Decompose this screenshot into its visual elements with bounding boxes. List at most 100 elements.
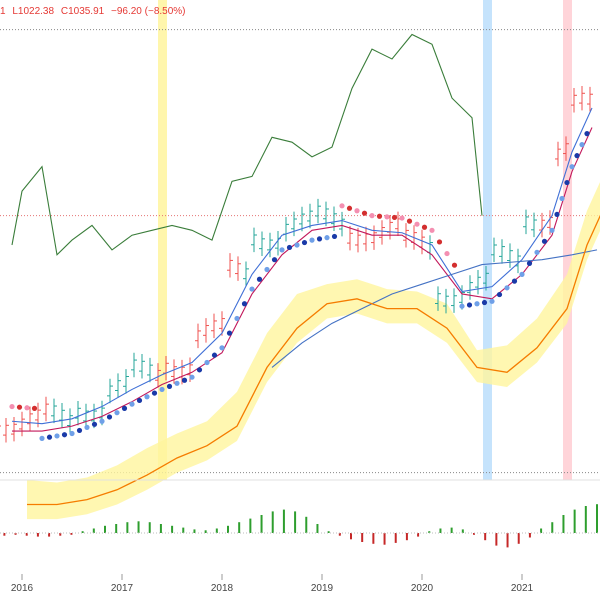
psar-dot bbox=[181, 377, 188, 383]
psar-dot bbox=[99, 418, 105, 424]
psar-dot bbox=[39, 435, 45, 441]
psar-dot bbox=[69, 430, 75, 437]
psar-dot bbox=[189, 374, 195, 380]
psar-dot bbox=[451, 262, 458, 268]
psar-dot bbox=[504, 285, 510, 291]
psar-dot bbox=[129, 401, 135, 407]
psar-dot bbox=[46, 434, 53, 440]
psar-dot bbox=[511, 278, 518, 284]
psar-dot bbox=[414, 221, 420, 227]
line-lagging bbox=[11, 33, 483, 256]
psar-dot bbox=[391, 214, 398, 221]
psar-dot bbox=[459, 303, 465, 309]
psar-dot bbox=[196, 367, 203, 373]
psar-dot bbox=[569, 164, 575, 170]
macd-histogram bbox=[3, 504, 598, 548]
highlight-band-yellow bbox=[158, 0, 167, 480]
legend-close: C1035.91 bbox=[60, 6, 105, 17]
psar-dot bbox=[204, 359, 210, 366]
cloud-area bbox=[27, 182, 600, 520]
psar-dot bbox=[384, 214, 390, 220]
psar-dot bbox=[84, 424, 90, 430]
psar-dot bbox=[399, 215, 405, 221]
ichimoku-cloud bbox=[27, 182, 600, 520]
psar-dot bbox=[271, 257, 278, 263]
psar-dot bbox=[361, 210, 368, 216]
psar-dot bbox=[121, 405, 128, 411]
psar-dot bbox=[346, 205, 353, 211]
x-tick-label: 2021 bbox=[511, 583, 534, 594]
psar-dot bbox=[519, 271, 525, 277]
psar-dot bbox=[496, 291, 503, 298]
psar-dot bbox=[151, 390, 158, 396]
psar-dot bbox=[174, 380, 180, 386]
psar-dot bbox=[226, 330, 233, 336]
highlight-band-blue bbox=[483, 0, 492, 480]
psar-dot bbox=[9, 403, 15, 410]
psar-dot bbox=[564, 179, 570, 186]
highlight-band-red bbox=[563, 0, 572, 480]
psar-dot bbox=[76, 427, 83, 434]
psar-dot bbox=[584, 131, 590, 137]
psar-dot bbox=[61, 432, 68, 438]
psar-dot bbox=[309, 237, 315, 243]
psar-dot bbox=[534, 249, 540, 255]
psar-dot bbox=[331, 233, 338, 240]
psar-dot bbox=[106, 414, 113, 420]
psar-dot bbox=[376, 213, 383, 219]
psar-dot bbox=[549, 227, 555, 233]
psar-dot bbox=[559, 195, 565, 202]
psar-dot bbox=[54, 433, 60, 439]
legend-low: L1022.38 bbox=[12, 6, 55, 17]
psar-dot bbox=[211, 352, 218, 358]
x-tick-label: 2016 bbox=[11, 583, 34, 594]
psar-dot bbox=[159, 386, 165, 393]
psar-dot bbox=[249, 286, 255, 292]
line-base bbox=[12, 127, 593, 432]
x-tick-label: 2017 bbox=[111, 583, 134, 594]
psar-dot bbox=[436, 239, 443, 245]
psar-dot bbox=[301, 239, 308, 246]
psar-dot bbox=[219, 345, 225, 351]
psar-dot bbox=[114, 410, 120, 416]
x-tick-label: 2018 bbox=[211, 583, 234, 594]
psar-dot bbox=[354, 208, 360, 214]
psar-dot bbox=[136, 397, 143, 404]
psar-dot bbox=[256, 276, 263, 282]
psar-dot bbox=[554, 211, 560, 218]
indicator-lines bbox=[11, 33, 600, 506]
line-conversion bbox=[11, 107, 593, 425]
x-tick-label: 2020 bbox=[411, 583, 434, 594]
psar-dot bbox=[24, 405, 30, 411]
psar-dot bbox=[286, 244, 293, 251]
psar-dot bbox=[421, 224, 428, 230]
psar-dot bbox=[31, 405, 38, 411]
psar-dot bbox=[489, 298, 495, 304]
psar-dot bbox=[234, 315, 240, 322]
psar-dot bbox=[166, 383, 173, 389]
psar-dot bbox=[264, 266, 270, 273]
psar-dot bbox=[406, 218, 413, 224]
psar-dot bbox=[526, 260, 533, 266]
psar-dot bbox=[429, 227, 435, 233]
psar-dot bbox=[91, 421, 98, 427]
psar-dot bbox=[574, 153, 580, 159]
psar-dot bbox=[481, 299, 488, 306]
psar-dot bbox=[294, 242, 300, 248]
line-leading-a bbox=[27, 214, 600, 506]
psar-dots bbox=[9, 131, 590, 441]
ohlc-legend: 1 L1022.38 C1035.91 −96.20 (−8.50%) bbox=[0, 6, 190, 17]
psar-dot bbox=[144, 394, 150, 400]
psar-dot bbox=[444, 250, 450, 257]
psar-dot bbox=[474, 301, 480, 307]
x-axis-ticks: 2016 2017 2018 2019 2020 2021 bbox=[11, 574, 534, 594]
psar-dot bbox=[541, 238, 548, 244]
highlight-bands bbox=[158, 0, 572, 480]
psar-dot bbox=[279, 247, 285, 253]
psar-dot bbox=[369, 213, 375, 219]
psar-dot bbox=[324, 235, 330, 241]
psar-dot bbox=[579, 142, 585, 148]
psar-dot bbox=[316, 236, 323, 242]
